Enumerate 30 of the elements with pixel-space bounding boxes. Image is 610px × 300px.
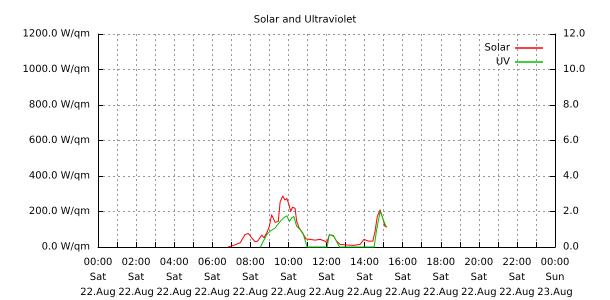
x-tick-label: 06:00 Sat 22.Aug [194,257,230,298]
legend-label: Solar [484,42,511,54]
y2-tick-label: 4.0 [563,170,579,182]
x-tick-label: 22:00 Sat 22.Aug [499,257,535,298]
x-tick-label: 04:00 Sat 22.Aug [156,257,192,298]
y-tick-label: 600.0 W/qm [28,135,90,146]
x-tick-label: 20:00 Sat 22.Aug [461,257,497,298]
y-tick-label: 200.0 W/qm [28,206,90,217]
y2-tick-label: 8.0 [563,100,579,110]
y-tick-label: 1200.0 W/qm [22,28,90,40]
chart-title: Solar and Ultraviolet [254,14,356,26]
y2-tick-label: 0.0 [563,242,579,252]
x-tick-label: 16:00 Sat 22.Aug [384,257,420,298]
x-tick-label: 12:00 Sat 22.Aug [308,257,344,298]
y2-tick-label: 12.0 [563,28,586,40]
x-tick-label: 10:00 Sat 22.Aug [270,257,306,298]
y2-tick-label: 2.0 [563,206,579,217]
y-tick-label: 1000.0 W/qm [22,64,90,75]
legend-label: UV [496,56,510,68]
y-tick-label: 800.0 W/qm [28,100,90,110]
y-tick-label: 0.0 W/qm [42,242,90,252]
y2-tick-label: 6.0 [563,135,579,146]
x-tick-label: 00:00 Sat 22.Aug [80,257,116,298]
y2-tick-label: 10.0 [563,64,586,75]
x-tick-label: 00:00 Sun 23.Aug [537,257,573,298]
x-tick-label: 14:00 Sat 22.Aug [346,257,382,298]
y-tick-label: 400.0 W/qm [28,170,90,182]
x-tick-label: 08:00 Sat 22.Aug [232,257,268,298]
x-tick-label: 18:00 Sat 22.Aug [423,257,458,298]
x-tick-label: 02:00 Sat 22.Aug [118,257,154,298]
